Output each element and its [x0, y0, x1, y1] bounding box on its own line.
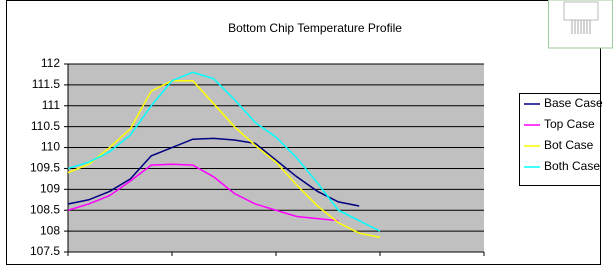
chart-title: Bottom Chip Temperature Profile — [228, 21, 402, 35]
y-tick-label: 109.5 — [30, 161, 60, 175]
y-tick-label: 107.5 — [30, 244, 60, 258]
y-tick-label: 111.5 — [32, 77, 61, 91]
y-tick-label: 109 — [40, 182, 60, 196]
page: Bottom Chip Temperature Profile 107.5 108… — [0, 0, 616, 270]
legend-label: Both Case — [544, 159, 600, 173]
y-tick-label: 110.5 — [31, 119, 60, 133]
y-tick-label: 108 — [40, 223, 60, 237]
y-tick-label: 108.5 — [30, 202, 60, 216]
y-tick-label: 112 — [41, 56, 60, 70]
chart: Bottom Chip Temperature Profile 107.5 108… — [0, 0, 616, 265]
thumbnail-pins — [572, 20, 590, 34]
plot-area — [68, 64, 484, 252]
y-tick-label: 111 — [42, 98, 61, 112]
legend-label: Top Case — [544, 117, 595, 131]
thumbnail-chip — [564, 2, 598, 20]
thumbnail — [549, 0, 613, 48]
legend-label: Base Case — [544, 96, 603, 110]
legend-label: Bot Case — [544, 138, 594, 152]
y-tick-label: 110 — [41, 140, 60, 154]
